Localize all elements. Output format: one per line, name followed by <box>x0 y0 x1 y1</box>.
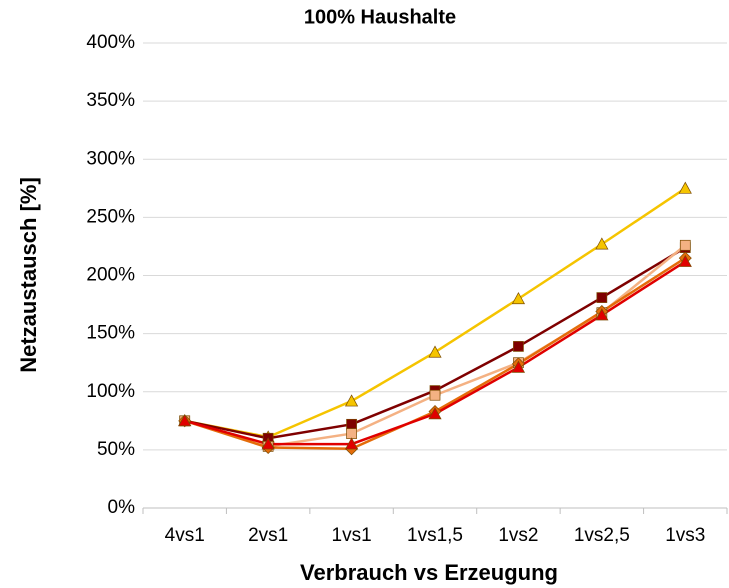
marker <box>511 360 526 373</box>
x-tick-label: 1vs1,5 <box>407 525 463 546</box>
marker <box>511 292 526 305</box>
y-tick-label: 100% <box>86 381 135 402</box>
y-tick-label: 0% <box>108 497 136 518</box>
marker <box>344 394 359 407</box>
marker <box>429 389 441 401</box>
x-tick-label: 2vs1 <box>248 525 288 546</box>
x-tick-label: 1vs2 <box>498 525 538 546</box>
marker <box>346 428 357 439</box>
marker <box>513 341 524 352</box>
marker <box>678 254 692 267</box>
marker <box>346 418 357 430</box>
marker <box>678 181 692 194</box>
marker <box>178 414 192 427</box>
chart-title: 100% Haushalte <box>304 6 456 28</box>
y-tick-label: 250% <box>86 206 135 227</box>
x-tick-label: 1vs2,5 <box>574 525 630 546</box>
y-tick-label: 200% <box>86 265 135 286</box>
x-tick-label: 4vs1 <box>165 525 205 546</box>
marker <box>596 292 608 303</box>
marker <box>679 239 691 251</box>
marker <box>595 237 609 250</box>
y-tick-label: 50% <box>97 439 135 460</box>
marker <box>595 308 609 321</box>
marker <box>261 437 275 450</box>
x-tick-label: 1vs1 <box>332 525 372 546</box>
y-tick-label: 400% <box>86 32 135 53</box>
x-tick-label: 1vs3 <box>665 525 705 546</box>
marker <box>344 437 359 450</box>
x-axis-label: Verbrauch vs Erzeugung <box>300 560 558 585</box>
marker <box>428 345 442 358</box>
y-axis-label: Netzaustausch [%] <box>16 177 41 373</box>
marker <box>428 407 442 420</box>
y-tick-label: 350% <box>86 90 135 111</box>
y-tick-label: 150% <box>86 323 135 344</box>
y-tick-label: 300% <box>86 148 135 169</box>
